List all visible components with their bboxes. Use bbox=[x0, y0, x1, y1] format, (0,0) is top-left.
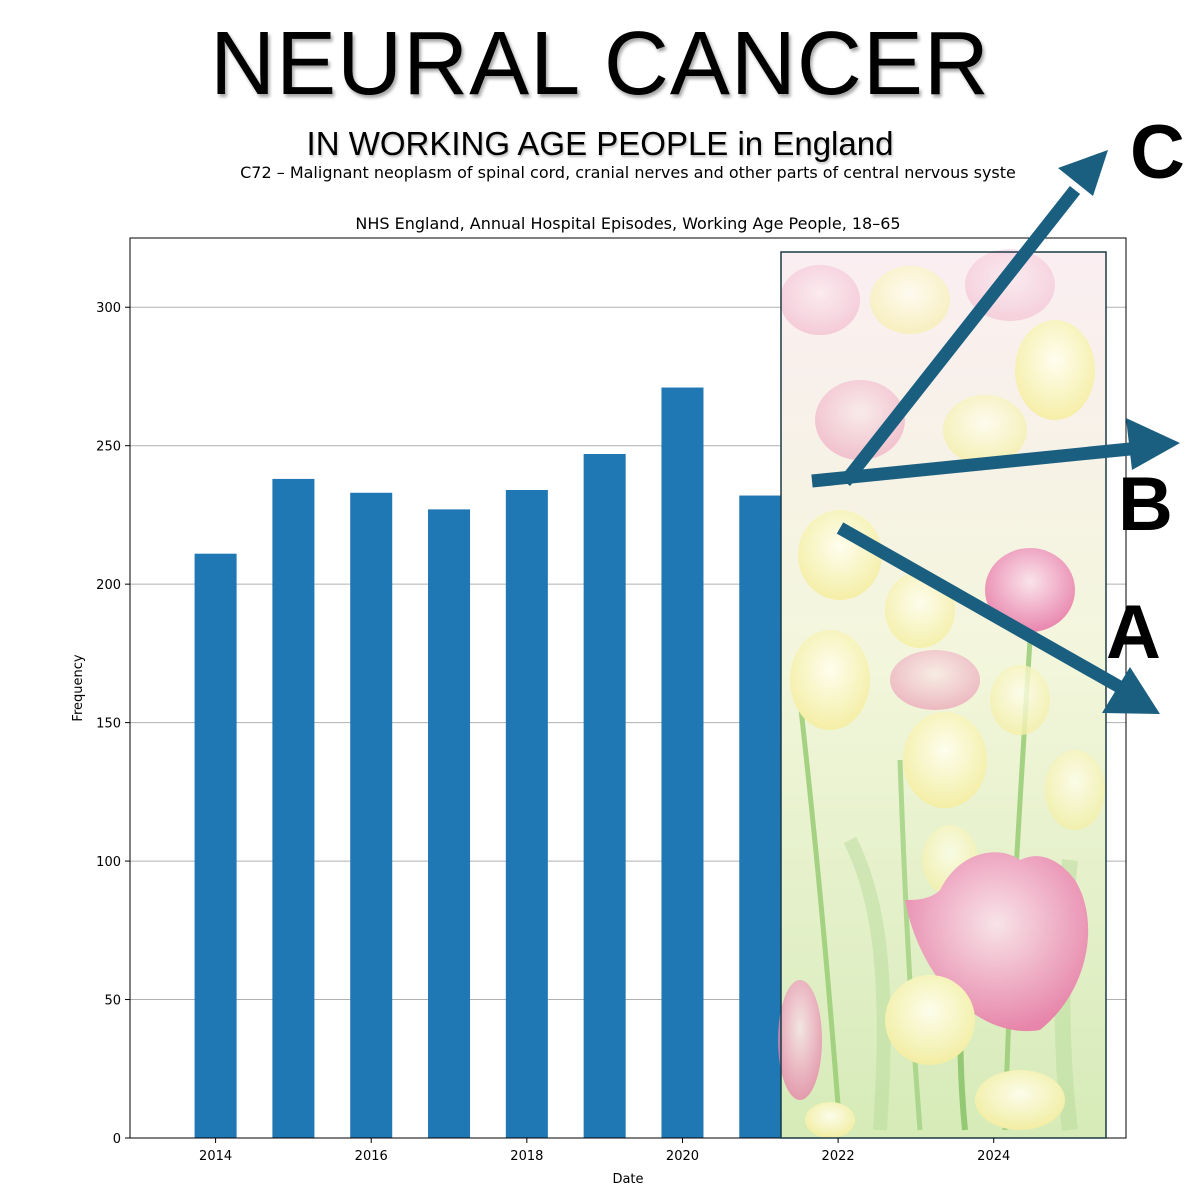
projection-arrows bbox=[811, 150, 1180, 714]
arrow-b-head bbox=[1126, 418, 1180, 470]
tulip-photo-overlay bbox=[778, 249, 1107, 1139]
x-tick-label: 2014 bbox=[199, 1149, 232, 1164]
x-tick-label: 2018 bbox=[510, 1149, 543, 1164]
bars bbox=[194, 387, 782, 1138]
arrow-c-head bbox=[1058, 150, 1108, 196]
x-axis-label: Date bbox=[612, 1172, 643, 1187]
poster-title: NEURAL CANCER bbox=[210, 14, 990, 114]
y-tick-label: 0 bbox=[113, 1132, 121, 1147]
projection-label-a: A bbox=[1106, 590, 1161, 675]
x-tick-label: 2024 bbox=[977, 1149, 1010, 1164]
arrow-b-shaft bbox=[811, 441, 1141, 488]
bar-2018 bbox=[505, 490, 548, 1138]
y-tick-label: 150 bbox=[96, 717, 121, 732]
x-tick-label: 2020 bbox=[666, 1149, 699, 1164]
bar-2015 bbox=[272, 478, 315, 1138]
x-tick-label: 2022 bbox=[822, 1149, 855, 1164]
y-tick-label: 200 bbox=[96, 578, 121, 593]
x-tick-label: 2016 bbox=[355, 1149, 388, 1164]
poster-subtitle: IN WORKING AGE PEOPLE in England bbox=[306, 125, 894, 162]
y-tick-label: 250 bbox=[96, 440, 121, 455]
projection-label-b: B bbox=[1118, 462, 1173, 547]
y-tick-label: 300 bbox=[96, 301, 121, 316]
y-tick-label: 100 bbox=[96, 855, 121, 870]
y-axis-label: Frequency bbox=[71, 654, 86, 721]
bar-2017 bbox=[428, 509, 471, 1138]
bar-2020 bbox=[661, 387, 704, 1138]
arrow-a-shaft bbox=[836, 522, 1129, 696]
projection-label-c: C bbox=[1130, 110, 1185, 195]
arrow-c-shaft bbox=[839, 185, 1081, 487]
bar-2021 bbox=[739, 495, 782, 1138]
bar-2019 bbox=[583, 454, 626, 1138]
bar-2016 bbox=[350, 492, 393, 1138]
bar-2014 bbox=[194, 553, 237, 1138]
y-tick-label: 50 bbox=[104, 994, 121, 1009]
arrow-a-head bbox=[1102, 667, 1160, 714]
chart-title: C72 – Malignant neoplasm of spinal cord,… bbox=[240, 163, 1016, 182]
chart-subtitle: NHS England, Annual Hospital Episodes, W… bbox=[355, 214, 900, 233]
axis-ticks: 0 50 100 150 200 250 300 2014 2016 2018 2020 2022 20… bbox=[96, 301, 1010, 1164]
